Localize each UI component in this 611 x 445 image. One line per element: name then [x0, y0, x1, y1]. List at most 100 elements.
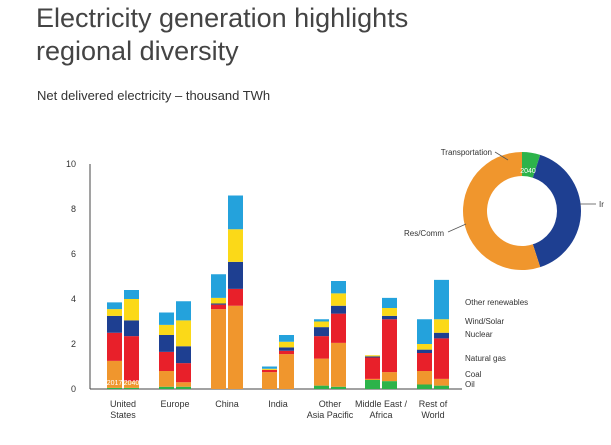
donut-year-label: 2017 [518, 192, 534, 199]
y-tick-label: 2 [71, 339, 76, 349]
category-label: Asia Pacific [307, 410, 354, 420]
bar-segment [279, 341, 294, 348]
bar-segment [124, 290, 139, 299]
category-label: States [110, 410, 136, 420]
y-tick-label: 6 [71, 249, 76, 259]
bar-segment [314, 327, 329, 337]
bar-segment [262, 372, 277, 389]
donut-callout-line [447, 223, 467, 233]
bar-segment [417, 349, 432, 353]
bar-segment [124, 320, 139, 337]
bar-segment [434, 385, 449, 389]
legend-label: Coal [465, 370, 482, 379]
donut-label: Res/Comm [404, 229, 444, 238]
category-label: United [110, 399, 136, 409]
bar-segment [365, 380, 380, 389]
legend-label: Natural gas [465, 354, 506, 363]
legend-label: Oil [465, 380, 475, 389]
bar-segment [417, 353, 432, 371]
bar-segment [314, 336, 329, 359]
bar-segment [314, 321, 329, 328]
bar-segment [262, 366, 277, 369]
category-label: Africa [369, 410, 392, 420]
bar-segment [434, 279, 449, 320]
category-label: Rest of [419, 399, 448, 409]
bar-segment [159, 312, 174, 325]
bar-segment [124, 381, 139, 388]
y-tick-label: 0 [71, 384, 76, 394]
bar-segment [382, 308, 397, 316]
bar-segment [279, 350, 294, 355]
bar-segment [176, 386, 191, 389]
donut-slice [462, 152, 541, 270]
bar-segment [124, 299, 139, 321]
bar-segment [331, 305, 346, 314]
bar-segment [279, 354, 294, 389]
bar-segment [434, 338, 449, 379]
bar-segment [124, 387, 139, 389]
bar-segment [382, 381, 397, 389]
bar-segment [228, 305, 243, 389]
year-label: 2017 [107, 380, 123, 387]
bar-segment [331, 293, 346, 306]
bar-segment [279, 335, 294, 342]
donut-slice [522, 152, 541, 178]
bar-segment [382, 297, 397, 308]
legend-label: Other renewables [465, 298, 528, 307]
bar-segment [176, 382, 191, 387]
donut-callout-line [494, 151, 509, 161]
bar-segment [159, 351, 174, 371]
bar-segment [434, 319, 449, 333]
bar-segment [228, 261, 243, 289]
bar-segment [314, 385, 329, 389]
bar-segment [228, 195, 243, 230]
bar-segment [434, 332, 449, 339]
bar-segment [107, 387, 122, 389]
bar-segment [331, 281, 346, 294]
year-label: 2040 [124, 380, 140, 387]
bar-segment [262, 368, 277, 370]
bar-segment [365, 357, 380, 379]
donut-year-label: 2040 [520, 168, 536, 175]
legend-label: Wind/Solar [465, 317, 504, 326]
bar-segment [262, 369, 277, 373]
bar-segment [211, 297, 226, 304]
bar-segment [434, 378, 449, 386]
category-label: World [421, 410, 444, 420]
bar-segment [417, 344, 432, 350]
bar-segment [176, 301, 191, 321]
category-label: Europe [160, 399, 189, 409]
bar-segment [314, 319, 329, 322]
y-tick-label: 4 [71, 294, 76, 304]
bar-segment [107, 309, 122, 316]
y-tick-label: 10 [66, 159, 76, 169]
bar-segment [107, 332, 122, 361]
bar-segment [382, 319, 397, 373]
bar-segment [365, 355, 380, 357]
chart-subtitle: Net delivered electricity – thousand TWh [37, 88, 271, 103]
bar-segment [159, 371, 174, 387]
bar-segment [211, 304, 226, 310]
bar-segment [176, 320, 191, 347]
legend-label: Nuclear [465, 330, 493, 339]
bar-segment [211, 309, 226, 389]
bar-segment [228, 288, 243, 306]
bar-segment [107, 315, 122, 333]
bar-segment [107, 360, 122, 388]
bar-segment [417, 384, 432, 389]
bar-segment [159, 386, 174, 389]
y-tick-label: 8 [71, 204, 76, 214]
bar-segment [365, 356, 380, 358]
bar-segment [228, 229, 243, 262]
bar-segment [176, 346, 191, 364]
category-label: Other [319, 399, 342, 409]
bar-segment [331, 313, 346, 343]
bar-segment [159, 335, 174, 352]
chart-title: Electricity generation highlights region… [36, 3, 409, 66]
bar-segment [365, 378, 380, 380]
bar-segment [211, 274, 226, 298]
donut-label: Ir [599, 200, 604, 209]
bar-segment [314, 358, 329, 386]
donut-slice [532, 154, 581, 268]
bar-segment [382, 315, 397, 320]
